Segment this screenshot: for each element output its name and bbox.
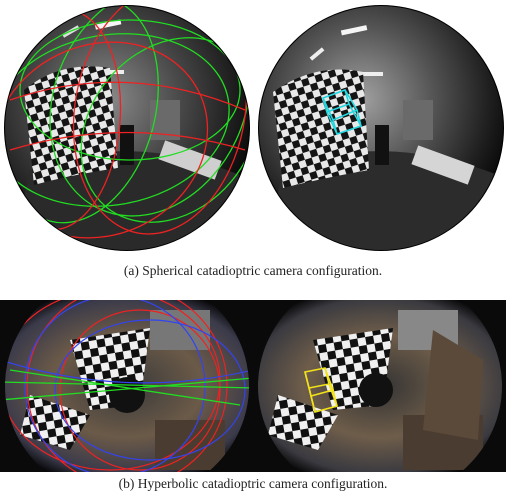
spherical-left-image — [0, 0, 253, 260]
caption-spherical: (a) Spherical catadioptric camera config… — [0, 263, 506, 279]
caption-hyperbolic: (b) Hyperbolic catadioptric camera confi… — [0, 476, 506, 492]
hyperbolic-left-image — [0, 300, 253, 472]
spherical-right-image — [253, 0, 506, 260]
hyperbolic-right-image — [253, 300, 506, 472]
